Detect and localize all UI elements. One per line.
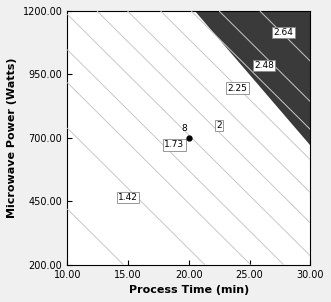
Polygon shape (195, 11, 310, 145)
Text: 2.25: 2.25 (227, 84, 247, 93)
X-axis label: Process Time (min): Process Time (min) (129, 285, 249, 295)
Text: 2.48: 2.48 (254, 61, 274, 70)
Y-axis label: Microwave Power (Watts): Microwave Power (Watts) (7, 58, 17, 218)
Text: 8: 8 (181, 124, 187, 133)
Text: 1.73: 1.73 (164, 140, 184, 149)
Text: 1.42: 1.42 (118, 193, 138, 202)
Text: 2.64: 2.64 (274, 28, 294, 37)
Text: 2: 2 (216, 121, 222, 130)
